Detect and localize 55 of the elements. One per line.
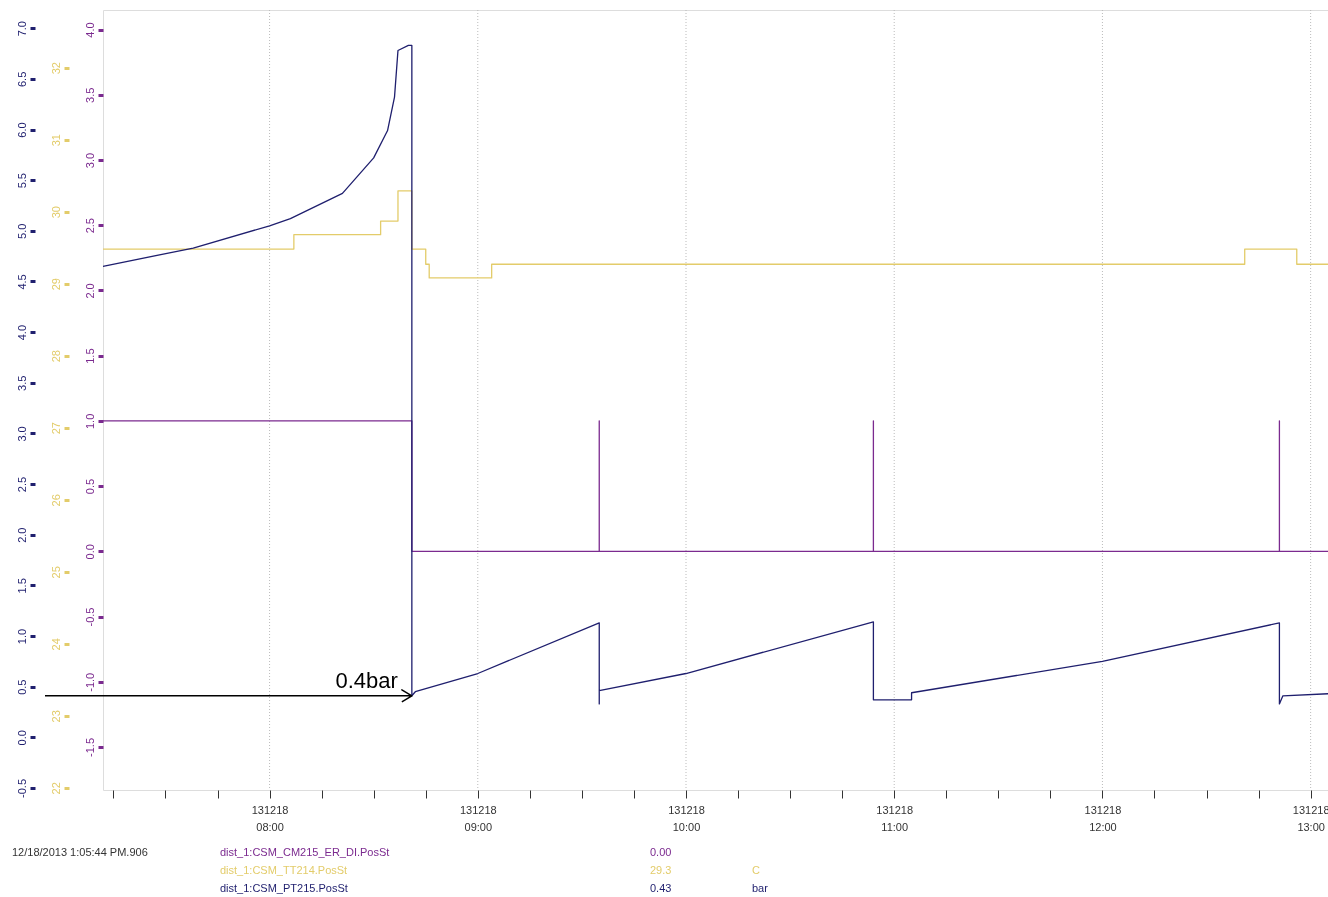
x-tick-label: 131218 08:00 — [251, 803, 289, 833]
y3-tick-label: 0.5 — [83, 478, 96, 495]
y2-tick-label: 31 — [49, 134, 62, 147]
y3-tick-label: 1.0 — [83, 413, 96, 430]
y2-tick-label: 23 — [49, 710, 62, 723]
y-tick-label: 4.5 — [15, 274, 28, 290]
y3-tick-label: 0.0 — [83, 544, 96, 560]
y3-tick-label: 4.0 — [83, 22, 96, 38]
y3-tick-label: 2.5 — [83, 218, 96, 234]
y3-tick-label: -1.0 — [83, 672, 96, 692]
y-tick-label: 2.5 — [15, 476, 28, 493]
text: 29.3 — [650, 864, 672, 876]
y-tick-label: 3.5 — [15, 375, 28, 391]
text: bar — [752, 882, 769, 894]
y2-tick-label: 26 — [49, 494, 62, 507]
y-tick-label: 2.0 — [15, 527, 28, 543]
y-tick-label: 6.0 — [15, 122, 28, 138]
text: C — [752, 864, 760, 876]
y3-tick-label: 1.5 — [83, 348, 96, 364]
text: 0.00 — [650, 846, 672, 858]
y-tick-label: 5.5 — [15, 173, 28, 189]
annotation: 0.4bar — [335, 667, 398, 693]
y-tick-label: -0.5 — [15, 778, 28, 798]
y2-tick-label: 27 — [49, 422, 62, 435]
y2-tick-label: 32 — [49, 61, 62, 75]
y3-tick-label: 2.0 — [83, 283, 96, 299]
y3-tick-label: -1.5 — [83, 737, 96, 757]
line-series — [102, 44, 1328, 705]
x-tick-label: 131218 10:00 — [668, 803, 705, 833]
x-tick-label: 131218 11:00 — [876, 803, 914, 833]
y-tick-label: 7.0 — [15, 21, 28, 37]
y-tick-label: 0.5 — [15, 679, 28, 695]
text: 12/18/2013 1:05:44 PM.906 — [12, 846, 148, 858]
y2-tick-label: 22 — [49, 782, 62, 795]
text: 0.43 — [650, 882, 672, 894]
y3-tick-label: -0.5 — [83, 607, 96, 627]
x-tick-label: 131218 09:00 — [459, 803, 497, 833]
text: dist_1:CSM_TT214.PosSt — [220, 864, 348, 876]
text: dist_1:CSM_CM215_ER_DI.PosSt — [220, 846, 390, 858]
y2-tick-label: 28 — [49, 350, 62, 363]
y2-tick-label: 29 — [49, 278, 62, 291]
y-tick-label: 1.5 — [15, 578, 28, 594]
y3-tick-label: 3.5 — [83, 87, 96, 103]
x-tick-label: 131218 12:00 — [1084, 803, 1122, 833]
y-tick-label: 4.0 — [15, 324, 28, 341]
y-tick-label: 1.0 — [15, 628, 28, 645]
y-tick-label: 0.0 — [15, 730, 28, 746]
y2-tick-label: 25 — [49, 566, 62, 579]
y-tick-label: 5.0 — [15, 223, 28, 239]
y3-tick-label: 3.0 — [83, 152, 96, 169]
y2-tick-label: 24 — [49, 638, 62, 651]
y-tick-label: 3.0 — [15, 426, 28, 442]
text: dist_1:CSM_PT215.PosSt — [220, 882, 348, 894]
y-tick-label: 6.5 — [15, 71, 28, 88]
y2-tick-label: 30 — [49, 206, 62, 219]
